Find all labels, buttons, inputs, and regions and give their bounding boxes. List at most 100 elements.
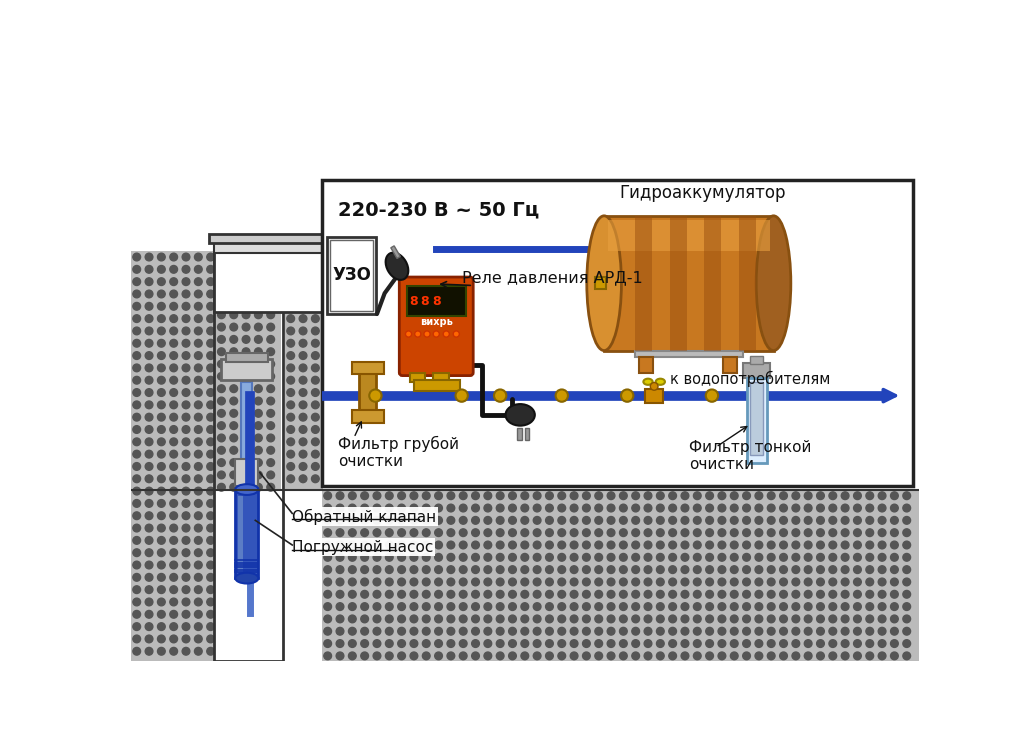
Circle shape [854, 627, 861, 635]
Text: Фильтр грубой
очистки: Фильтр грубой очистки [339, 435, 460, 470]
Circle shape [509, 516, 516, 525]
Circle shape [133, 253, 140, 261]
Circle shape [706, 504, 714, 512]
Circle shape [182, 525, 189, 532]
Circle shape [903, 492, 910, 499]
Circle shape [230, 434, 238, 442]
Circle shape [170, 401, 177, 409]
Circle shape [755, 640, 763, 647]
Circle shape [779, 578, 787, 585]
Circle shape [348, 640, 356, 647]
Circle shape [145, 413, 153, 421]
Circle shape [755, 615, 763, 623]
Circle shape [521, 603, 528, 611]
Circle shape [693, 652, 701, 660]
Circle shape [546, 492, 553, 499]
Circle shape [336, 603, 344, 611]
Bar [215, 308, 282, 490]
Circle shape [360, 591, 369, 598]
Circle shape [816, 541, 824, 549]
Circle shape [158, 623, 165, 631]
Circle shape [299, 327, 307, 335]
Circle shape [422, 554, 430, 561]
Circle shape [546, 516, 553, 525]
Circle shape [397, 652, 406, 660]
Circle shape [255, 360, 262, 368]
Circle shape [903, 591, 910, 598]
Circle shape [570, 615, 578, 623]
Circle shape [216, 302, 223, 310]
Circle shape [804, 504, 812, 512]
Circle shape [243, 471, 250, 478]
Circle shape [447, 591, 455, 598]
Circle shape [669, 529, 677, 536]
Circle shape [299, 475, 307, 483]
Circle shape [324, 516, 332, 525]
Circle shape [373, 591, 381, 598]
Circle shape [170, 635, 177, 643]
Circle shape [472, 640, 479, 647]
Circle shape [706, 615, 714, 623]
Circle shape [570, 603, 578, 611]
Circle shape [866, 615, 873, 623]
Circle shape [397, 615, 406, 623]
Circle shape [497, 492, 504, 499]
Circle shape [854, 591, 861, 598]
Circle shape [228, 302, 237, 310]
Circle shape [570, 652, 578, 660]
Circle shape [207, 315, 214, 322]
Circle shape [792, 615, 800, 623]
Circle shape [866, 554, 873, 561]
Ellipse shape [236, 573, 258, 583]
Circle shape [373, 516, 381, 525]
Circle shape [195, 290, 202, 298]
Circle shape [447, 615, 455, 623]
Text: 220-230 В ~ 50 Гц: 220-230 В ~ 50 Гц [339, 201, 540, 220]
Circle shape [583, 578, 590, 585]
Circle shape [385, 541, 393, 549]
Bar [608, 220, 770, 251]
Circle shape [620, 541, 628, 549]
Circle shape [669, 565, 677, 574]
Circle shape [693, 554, 701, 561]
Circle shape [829, 615, 837, 623]
Circle shape [447, 516, 455, 525]
Circle shape [570, 492, 578, 499]
Circle shape [718, 565, 726, 574]
Circle shape [435, 541, 442, 549]
Circle shape [158, 340, 165, 347]
Circle shape [299, 302, 307, 310]
Circle shape [842, 541, 849, 549]
Circle shape [497, 541, 504, 549]
Circle shape [730, 640, 738, 647]
Circle shape [681, 591, 689, 598]
Circle shape [133, 536, 140, 544]
Circle shape [170, 475, 177, 483]
Circle shape [133, 426, 140, 433]
Circle shape [804, 529, 812, 536]
Circle shape [348, 627, 356, 635]
Circle shape [620, 591, 628, 598]
Circle shape [509, 492, 516, 499]
Circle shape [145, 574, 153, 581]
Circle shape [879, 640, 886, 647]
Circle shape [472, 652, 479, 660]
Circle shape [158, 647, 165, 655]
Circle shape [195, 265, 202, 273]
Circle shape [133, 611, 140, 618]
Circle shape [879, 554, 886, 561]
Circle shape [336, 591, 344, 598]
Circle shape [792, 565, 800, 574]
Circle shape [755, 652, 763, 660]
Circle shape [842, 516, 849, 525]
Circle shape [509, 627, 516, 635]
Circle shape [182, 302, 189, 310]
Circle shape [558, 492, 565, 499]
Circle shape [891, 554, 898, 561]
Circle shape [267, 447, 274, 454]
Circle shape [632, 529, 640, 536]
Circle shape [656, 627, 665, 635]
Circle shape [509, 578, 516, 585]
Circle shape [133, 549, 140, 557]
Circle shape [681, 504, 689, 512]
